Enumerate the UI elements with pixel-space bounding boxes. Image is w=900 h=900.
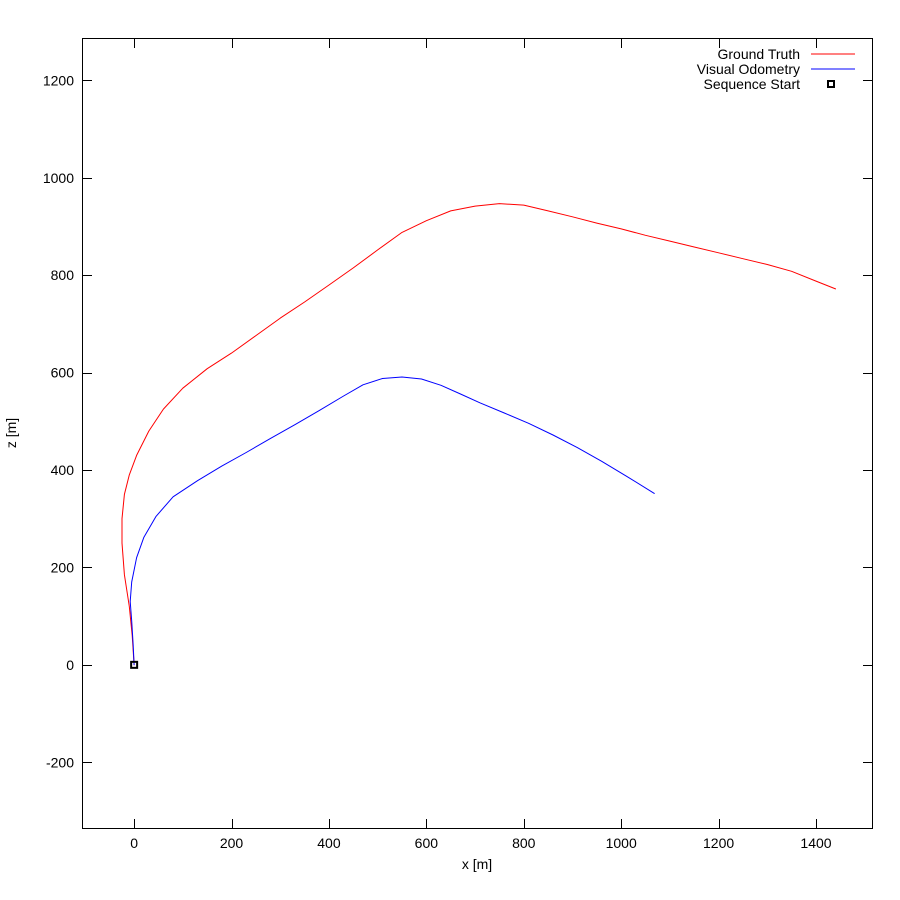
x-tick-label: 1200 xyxy=(703,835,734,851)
plot-frame xyxy=(82,38,873,829)
series-layer xyxy=(121,203,836,666)
y-tick-label: 200 xyxy=(51,559,75,575)
y-tick-label: 1200 xyxy=(43,72,74,88)
x-tick-label: 400 xyxy=(317,835,341,851)
x-tick-label: 600 xyxy=(415,835,439,851)
y-tick-label: 400 xyxy=(51,462,75,478)
x-tick-label: 200 xyxy=(220,835,244,851)
sequence-start-marker xyxy=(130,660,139,669)
legend-swatch-sequence-start xyxy=(827,80,835,88)
series-line-visual-odometry xyxy=(129,376,655,666)
legend-label-visual-odometry: Visual Odometry xyxy=(697,61,800,77)
x-tick-label: 1400 xyxy=(800,835,831,851)
x-tick-label: 1000 xyxy=(606,835,637,851)
x-axis-label: x [m] xyxy=(462,856,492,872)
series-line-ground-truth xyxy=(121,203,836,666)
marker-layer xyxy=(130,660,139,669)
y-tick-label: 800 xyxy=(51,267,75,283)
y-tick-label: 0 xyxy=(66,657,74,673)
y-tick-label: 1000 xyxy=(43,170,74,186)
x-tick-label: 800 xyxy=(512,835,536,851)
legend-label-sequence-start: Sequence Start xyxy=(703,76,800,92)
y-axis-label: z [m] xyxy=(3,418,19,448)
ticks-layer: 0 200 400 600 800 1000 1200 1400 -200 0 200 400 600 8… xyxy=(43,39,872,851)
x-tick-label: 0 xyxy=(130,835,138,851)
y-tick-label: -200 xyxy=(46,754,74,770)
legend-label-ground-truth: Ground Truth xyxy=(718,46,801,62)
y-tick-label: 600 xyxy=(51,365,75,381)
